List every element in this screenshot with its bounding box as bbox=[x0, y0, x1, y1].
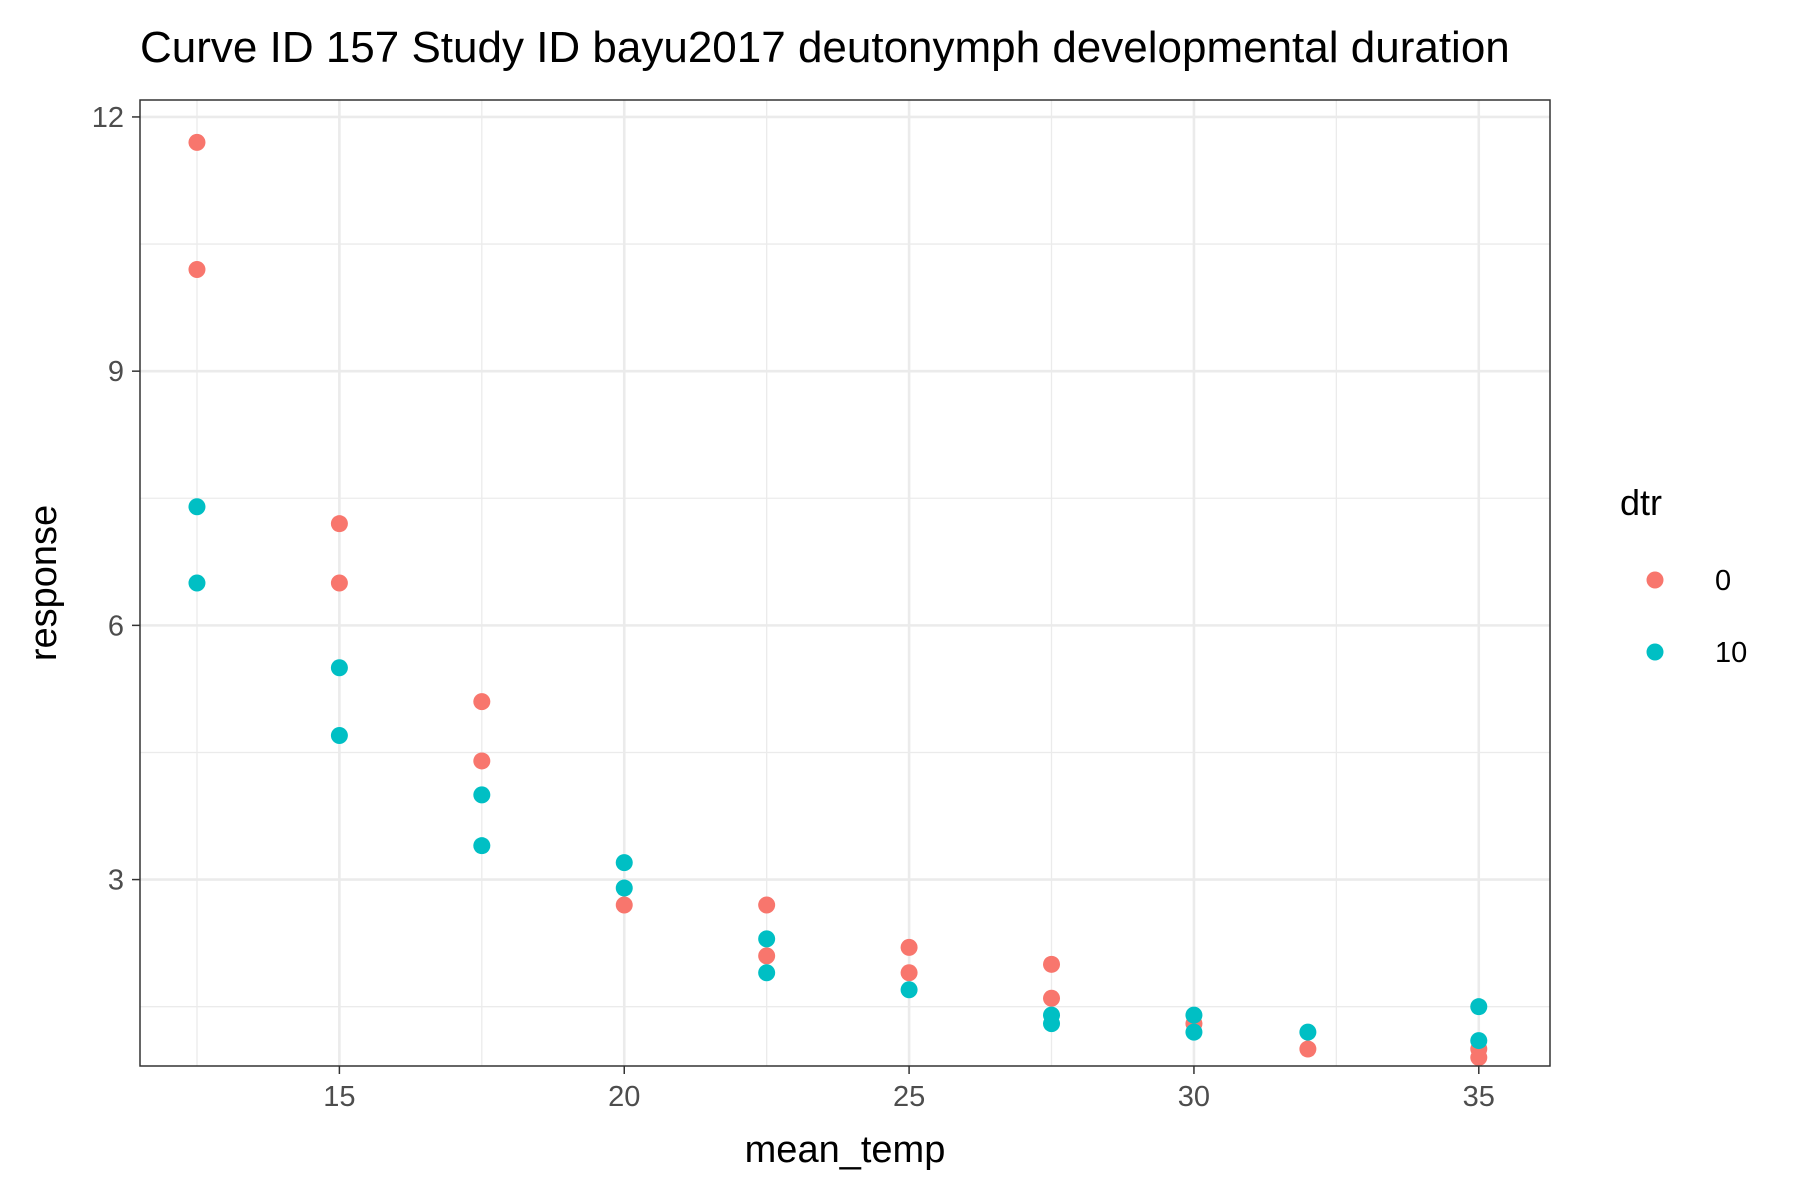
data-point-dtr-0 bbox=[330, 515, 348, 533]
data-point-dtr-10 bbox=[1470, 1032, 1488, 1050]
y-tick-label: 6 bbox=[108, 610, 124, 642]
data-point-dtr-0 bbox=[188, 260, 206, 278]
chart-title: Curve ID 157 Study ID bayu2017 deutonymp… bbox=[140, 23, 1510, 72]
data-point-dtr-10 bbox=[1185, 1023, 1203, 1041]
data-points bbox=[188, 133, 1488, 1067]
data-point-dtr-10 bbox=[330, 659, 348, 677]
y-tick-label: 9 bbox=[108, 356, 124, 388]
x-tick-label: 25 bbox=[893, 1081, 925, 1113]
data-point-dtr-0 bbox=[758, 896, 776, 914]
plot-panel bbox=[140, 100, 1550, 1066]
grid-lines bbox=[140, 100, 1550, 1066]
data-point-dtr-10 bbox=[1043, 1015, 1061, 1033]
x-tick-label: 35 bbox=[1463, 1081, 1495, 1113]
legend-title: dtr bbox=[1620, 482, 1662, 523]
data-point-dtr-0 bbox=[1043, 989, 1061, 1007]
legend-label-dtr-0: 0 bbox=[1715, 565, 1731, 597]
data-point-dtr-10 bbox=[758, 930, 776, 948]
y-axis-title: response bbox=[23, 505, 65, 661]
x-axis-title: mean_temp bbox=[745, 1129, 946, 1171]
legend-key-dtr-10 bbox=[1646, 643, 1664, 661]
data-point-dtr-0 bbox=[473, 693, 491, 711]
data-point-dtr-10 bbox=[1470, 998, 1488, 1016]
data-point-dtr-10 bbox=[1299, 1023, 1317, 1041]
data-point-dtr-0 bbox=[900, 964, 918, 982]
legend-key-dtr-0 bbox=[1646, 571, 1664, 589]
x-tick-label: 30 bbox=[1178, 1081, 1210, 1113]
data-point-dtr-10 bbox=[473, 786, 491, 804]
data-point-dtr-10 bbox=[615, 854, 633, 872]
data-point-dtr-10 bbox=[900, 981, 918, 999]
data-point-dtr-10 bbox=[330, 727, 348, 745]
axes: 15 20 25 30 35 3 6 9 12 bbox=[92, 102, 1495, 1113]
legend-label-dtr-10: 10 bbox=[1715, 637, 1747, 669]
data-point-dtr-0 bbox=[615, 896, 633, 914]
plot-panel-border bbox=[139, 99, 1551, 1067]
data-point-dtr-0 bbox=[188, 133, 206, 151]
data-point-dtr-0 bbox=[758, 947, 776, 965]
y-tick-label: 12 bbox=[92, 102, 124, 134]
data-point-dtr-0 bbox=[473, 752, 491, 770]
data-point-dtr-10 bbox=[758, 964, 776, 982]
data-point-dtr-0 bbox=[900, 938, 918, 956]
data-point-dtr-0 bbox=[1299, 1040, 1317, 1058]
data-point-dtr-10 bbox=[188, 574, 206, 592]
data-point-dtr-10 bbox=[1185, 1006, 1203, 1024]
data-point-dtr-10 bbox=[473, 837, 491, 855]
data-point-dtr-10 bbox=[615, 879, 633, 897]
data-point-dtr-0 bbox=[1470, 1049, 1488, 1067]
data-point-dtr-10 bbox=[188, 498, 206, 516]
legend: dtr 0 10 bbox=[1620, 482, 1747, 669]
x-tick-label: 20 bbox=[608, 1081, 640, 1113]
data-point-dtr-0 bbox=[330, 574, 348, 592]
x-tick-label: 15 bbox=[323, 1081, 355, 1113]
data-point-dtr-0 bbox=[1043, 955, 1061, 973]
y-tick-label: 3 bbox=[108, 865, 124, 897]
